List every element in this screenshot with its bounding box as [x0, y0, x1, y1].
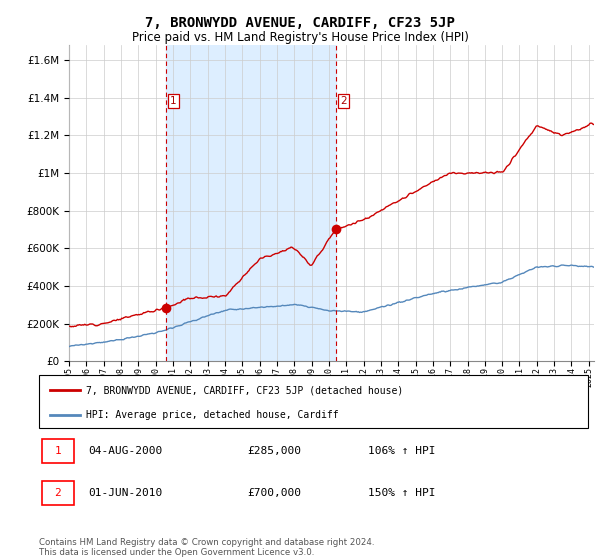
Text: £285,000: £285,000	[248, 446, 302, 456]
Text: 106% ↑ HPI: 106% ↑ HPI	[368, 446, 436, 456]
Text: 1: 1	[54, 446, 61, 456]
FancyBboxPatch shape	[42, 481, 74, 505]
Text: Price paid vs. HM Land Registry's House Price Index (HPI): Price paid vs. HM Land Registry's House …	[131, 31, 469, 44]
Text: £700,000: £700,000	[248, 488, 302, 498]
Text: 7, BRONWYDD AVENUE, CARDIFF, CF23 5JP: 7, BRONWYDD AVENUE, CARDIFF, CF23 5JP	[145, 16, 455, 30]
Text: 04-AUG-2000: 04-AUG-2000	[88, 446, 163, 456]
Text: 2: 2	[341, 96, 347, 106]
Text: Contains HM Land Registry data © Crown copyright and database right 2024.
This d: Contains HM Land Registry data © Crown c…	[39, 538, 374, 557]
FancyBboxPatch shape	[39, 375, 588, 428]
Text: HPI: Average price, detached house, Cardiff: HPI: Average price, detached house, Card…	[86, 410, 338, 420]
Text: 150% ↑ HPI: 150% ↑ HPI	[368, 488, 436, 498]
Bar	[166, 45, 336, 361]
Text: 7, BRONWYDD AVENUE, CARDIFF, CF23 5JP (detached house): 7, BRONWYDD AVENUE, CARDIFF, CF23 5JP (d…	[86, 385, 403, 395]
Text: 01-JUN-2010: 01-JUN-2010	[88, 488, 163, 498]
Text: 2: 2	[54, 488, 61, 498]
FancyBboxPatch shape	[42, 438, 74, 463]
Text: 1: 1	[170, 96, 176, 106]
